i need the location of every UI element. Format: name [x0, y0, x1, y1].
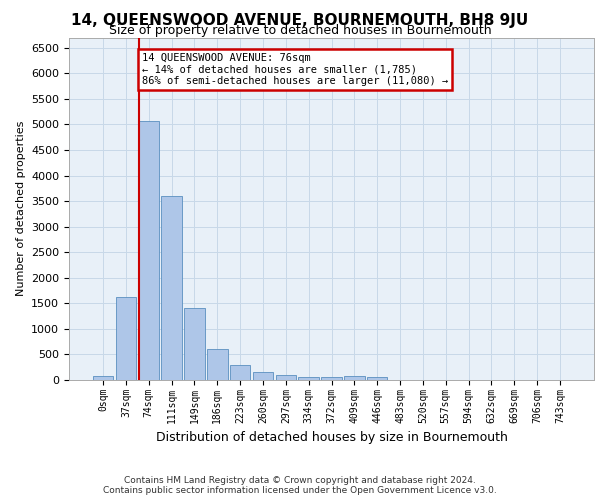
Text: 14, QUEENSWOOD AVENUE, BOURNEMOUTH, BH8 9JU: 14, QUEENSWOOD AVENUE, BOURNEMOUTH, BH8 … — [71, 12, 529, 28]
Text: Size of property relative to detached houses in Bournemouth: Size of property relative to detached ho… — [109, 24, 491, 37]
Bar — [275, 375, 296, 380]
X-axis label: Distribution of detached houses by size in Bournemouth: Distribution of detached houses by size … — [155, 431, 508, 444]
Bar — [116, 297, 136, 380]
Bar — [253, 372, 273, 380]
Bar — [321, 378, 342, 380]
Bar — [230, 364, 250, 380]
Bar — [344, 376, 365, 380]
Bar — [161, 196, 182, 380]
Bar — [367, 378, 388, 380]
Bar — [207, 350, 227, 380]
Bar — [139, 120, 159, 380]
Y-axis label: Number of detached properties: Number of detached properties — [16, 121, 26, 296]
Bar — [298, 377, 319, 380]
Text: 14 QUEENSWOOD AVENUE: 76sqm
← 14% of detached houses are smaller (1,785)
86% of : 14 QUEENSWOOD AVENUE: 76sqm ← 14% of det… — [142, 53, 448, 86]
Bar — [93, 376, 113, 380]
Bar — [184, 308, 205, 380]
Text: Contains HM Land Registry data © Crown copyright and database right 2024.
Contai: Contains HM Land Registry data © Crown c… — [103, 476, 497, 495]
